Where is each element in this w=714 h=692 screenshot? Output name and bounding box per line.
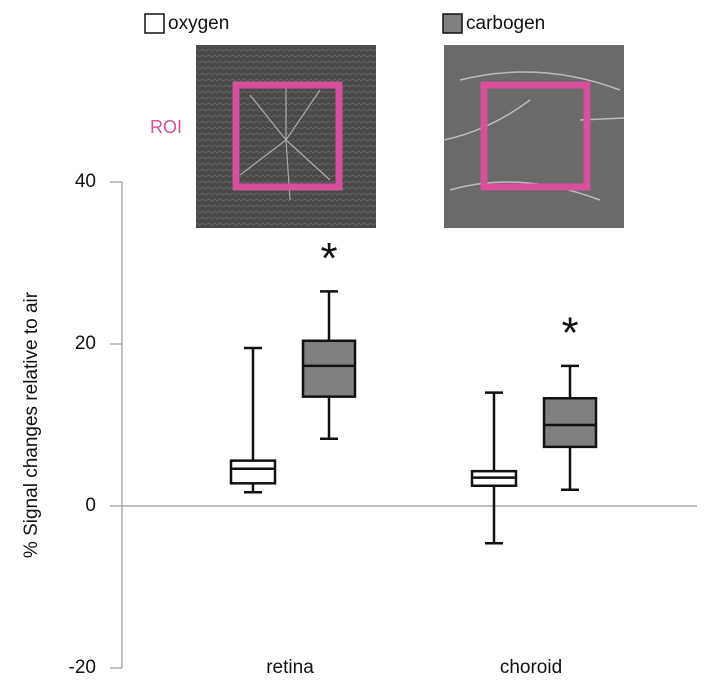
y-tick-label: 20 [75,333,96,354]
y-tick-label: -20 [69,657,96,678]
significance-mark: * [320,234,337,283]
legend-label: carbogen [466,13,545,34]
legend-swatch [144,13,165,34]
choroid-image [443,45,625,228]
box [229,459,277,485]
significance-mark: * [561,308,578,357]
legend-label: oxygen [168,13,229,34]
box [542,397,598,449]
y-tick-label: 0 [85,495,96,516]
x-tick-label: retina [266,657,314,678]
y-axis-label: % Signal changes relative to air [21,291,42,558]
x-tick-label: choroid [500,657,562,678]
box [301,339,357,398]
roi-label: ROI [150,117,182,137]
y-tick-label: 40 [75,171,96,192]
retina-image [196,45,376,228]
legend-swatch [442,13,463,34]
